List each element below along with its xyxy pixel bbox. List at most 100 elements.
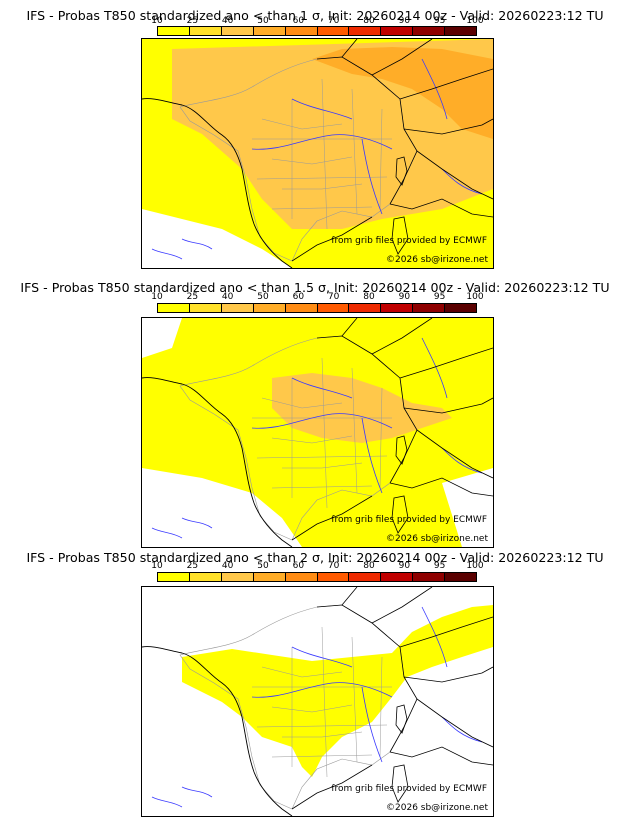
country-outline: [179, 335, 418, 541]
colorbar-label: 70: [327, 16, 340, 26]
colorbar-segment: [253, 573, 286, 581]
river: [421, 337, 448, 399]
river: [291, 98, 353, 120]
colorbar-label: 70: [327, 561, 340, 571]
country-border: [291, 495, 373, 541]
country-border: [341, 587, 358, 606]
river: [291, 646, 353, 668]
colorbar-label: 10: [151, 561, 163, 571]
colorbar-labels: 10 25 40 50 60 70 80 90 95 100: [151, 561, 483, 571]
department-boundary: [282, 462, 363, 469]
river: [421, 58, 448, 120]
country-border: [316, 604, 401, 648]
colorbar-label: 50: [257, 292, 269, 302]
site-credit: ©2026 sb@irizone.net: [386, 803, 488, 813]
country-outline: [179, 604, 418, 810]
colorbar-segment: [349, 27, 382, 35]
colorbar-label: 40: [221, 292, 234, 302]
river: [441, 447, 483, 474]
colorbar-segment: [445, 304, 477, 312]
country-border: [389, 198, 493, 218]
colorbar-label: 60: [292, 16, 305, 26]
department-boundary: [379, 387, 383, 489]
probability-area: [312, 47, 493, 139]
river: [361, 417, 383, 494]
map-graphic: [142, 587, 493, 816]
country-border: [341, 39, 358, 58]
colorbar-segment: [285, 27, 318, 35]
department-boundary: [271, 435, 353, 444]
department-boundary: [351, 367, 358, 494]
department-boundary: [321, 357, 328, 509]
country-border: [399, 68, 493, 100]
colorbar-segment: [317, 27, 350, 35]
department-boundary: [256, 455, 388, 459]
colorbar-label: 10: [151, 16, 163, 26]
department-boundary: [261, 666, 343, 678]
colorbar-label: 95: [433, 561, 446, 571]
river: [151, 527, 183, 539]
country-border: [291, 764, 373, 810]
department-boundary: [379, 656, 383, 758]
ecmwf-credit: from grib files provided by ECMWF: [331, 236, 487, 246]
colorbar: [157, 303, 477, 313]
river: [181, 517, 213, 529]
department-boundary: [379, 108, 383, 210]
site-credit: ©2026 sb@irizone.net: [386, 255, 488, 265]
department-boundary: [271, 485, 373, 489]
colorbar-label: 60: [292, 561, 305, 571]
department-boundary: [351, 88, 358, 215]
colorbar-segment: [381, 304, 414, 312]
colorbar-segment: [221, 573, 254, 581]
colorbar-label: 40: [221, 561, 234, 571]
colorbar-segment: [253, 27, 286, 35]
colorbar-segment: [189, 573, 222, 581]
colorbar-label: 80: [363, 16, 375, 26]
colorbar: [157, 26, 477, 36]
colorbar-segment: [413, 573, 446, 581]
department-boundary: [271, 754, 373, 758]
colorbar-segment: [221, 304, 254, 312]
colorbar-segment: [285, 573, 318, 581]
river: [291, 377, 353, 399]
department-boundary: [321, 626, 328, 778]
probability-area: [272, 373, 452, 443]
colorbar-segment: [189, 304, 222, 312]
colorbar-label: 50: [257, 16, 269, 26]
country-border: [403, 666, 493, 683]
colorbar-labels: 10 25 40 50 60 70 80 90 95 100: [151, 292, 483, 302]
colorbar-segment: [317, 573, 350, 581]
colorbar: [157, 572, 477, 582]
sardinia-outline: [391, 495, 409, 534]
sardinia-outline: [391, 216, 409, 255]
country-outline: [179, 56, 418, 262]
river: [421, 606, 448, 668]
colorbar-label: 90: [398, 561, 411, 571]
colorbar-label: 25: [186, 561, 199, 571]
department-boundary: [271, 704, 353, 713]
coastline: [142, 646, 293, 816]
river: [151, 796, 183, 808]
colorbar-segment: [158, 27, 190, 35]
coastline: [142, 377, 293, 547]
country-border: [403, 118, 493, 135]
corsica-outline: [395, 156, 408, 186]
department-boundary: [256, 724, 388, 728]
colorbar-segment: [285, 304, 318, 312]
river: [251, 682, 393, 698]
map-graphic: [142, 318, 493, 547]
colorbar-label: 25: [186, 292, 199, 302]
probability-area: [142, 318, 182, 358]
sardinia-outline: [391, 764, 409, 803]
corsica-outline: [395, 704, 408, 734]
country-border: [316, 335, 401, 379]
colorbar-labels: 10 25 40 50 60 70 80 90 95 100: [151, 16, 483, 26]
panel-title: IFS - Probas T850 standardized ano < tha…: [20, 280, 610, 295]
country-border: [316, 56, 401, 100]
probability-area: [142, 468, 302, 547]
colorbar-segment: [221, 27, 254, 35]
colorbar-label: 40: [221, 16, 234, 26]
river: [441, 716, 483, 743]
department-boundary: [261, 397, 343, 409]
corsica-outline: [395, 435, 408, 465]
